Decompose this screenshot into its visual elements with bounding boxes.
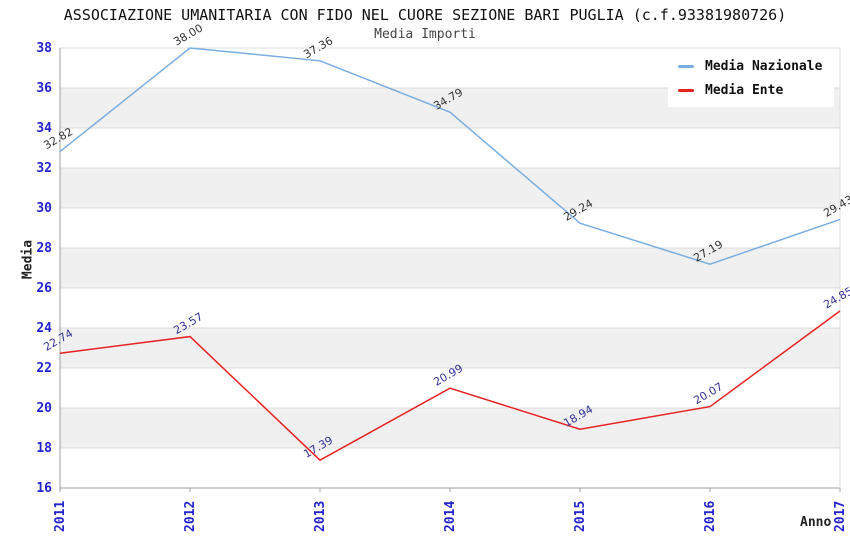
x-tick-label: 2015 [573, 501, 588, 532]
y-tick-label: 22 [36, 361, 52, 376]
series-line [59, 310, 841, 462]
legend-label-media-ente: Media Ente [705, 83, 784, 98]
legend-label-media-nazionale: Media Nazionale [705, 59, 823, 74]
x-tick-label: 2017 [833, 501, 848, 532]
legend-swatch-blue-line-icon [678, 65, 694, 68]
plot-band [60, 328, 840, 368]
point-label: 38.00 [171, 21, 205, 48]
y-tick-label: 16 [36, 481, 52, 496]
plot-band [60, 168, 840, 208]
series-line [59, 47, 841, 265]
point-label: 24.85 [821, 284, 850, 311]
y-tick-label: 38 [36, 41, 52, 56]
y-tick-label: 36 [36, 81, 52, 96]
y-tick-label: 24 [36, 321, 52, 336]
x-axis-title: Anno [800, 515, 832, 530]
legend-item-media-ente: Media Ente [678, 83, 822, 98]
y-tick-label: 18 [36, 441, 52, 456]
y-tick-label: 20 [36, 401, 52, 416]
chart-title: ASSOCIAZIONE UMANITARIA CON FIDO NEL CUO… [63, 6, 787, 24]
y-axis-title: Media [20, 239, 36, 280]
y-tick-label: 26 [36, 281, 52, 296]
plot-band [60, 248, 840, 288]
point-label: 37.36 [301, 34, 335, 61]
legend: Media Nazionale Media Ente [668, 52, 835, 107]
x-tick-label: 2014 [443, 501, 458, 532]
chart-subtitle: Media Importi [374, 27, 476, 42]
legend-swatch-red-line-icon [678, 89, 694, 92]
y-tick-label: 32 [36, 161, 52, 176]
y-tick-label: 30 [36, 201, 52, 216]
x-tick-label: 2016 [703, 501, 718, 532]
x-tick-label: 2012 [183, 501, 198, 532]
x-tick-label: 2011 [53, 501, 68, 532]
y-tick-label: 28 [36, 241, 52, 256]
point-label: 20.07 [691, 380, 725, 407]
plot-band [60, 408, 840, 448]
x-tick-label: 2013 [313, 501, 328, 532]
legend-item-media-nazionale: Media Nazionale [678, 59, 822, 74]
y-tick-label: 34 [36, 121, 52, 136]
